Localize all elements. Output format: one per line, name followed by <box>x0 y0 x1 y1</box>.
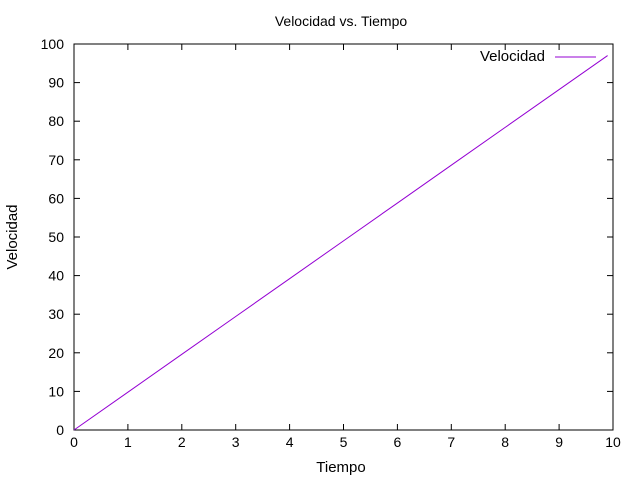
x-tick-label: 1 <box>124 434 132 450</box>
y-axis: 0 10 20 30 40 50 60 70 80 90 100 <box>41 36 613 438</box>
series-layer <box>73 55 608 431</box>
x-tick-label: 6 <box>394 434 402 450</box>
x-tick-label: 9 <box>555 434 563 450</box>
plot-frame <box>73 43 614 431</box>
y-tick-label: 80 <box>48 113 64 129</box>
x-tick-label: 2 <box>178 434 186 450</box>
x-axis: 0 1 2 3 4 5 6 7 8 9 10 <box>70 44 621 450</box>
x-tick-label: 7 <box>447 434 455 450</box>
y-tick-label: 50 <box>48 229 64 245</box>
y-tick-label: 90 <box>48 75 64 91</box>
y-tick-label: 0 <box>56 422 64 438</box>
y-axis-title: Velocidad <box>4 204 21 269</box>
legend-label-velocidad: Velocidad <box>480 48 545 65</box>
y-tick-label: 30 <box>48 306 64 322</box>
chart-title: Velocidad vs. Tiempo <box>275 13 408 29</box>
x-tick-label: 10 <box>605 434 621 450</box>
y-tick-label: 20 <box>48 345 64 361</box>
x-tick-label: 3 <box>232 434 240 450</box>
legend: Velocidad <box>480 48 596 65</box>
y-tick-label: 10 <box>48 383 64 399</box>
x-axis-title: Tiempo <box>316 459 365 476</box>
y-tick-label: 100 <box>41 36 65 52</box>
x-tick-label: 5 <box>340 434 348 450</box>
y-tick-label: 40 <box>48 268 64 284</box>
x-tick-label: 8 <box>501 434 509 450</box>
x-tick-label: 4 <box>286 434 294 450</box>
x-tick-label: 0 <box>70 434 78 450</box>
y-tick-label: 60 <box>48 190 64 206</box>
y-tick-label: 70 <box>48 152 64 168</box>
series-line-velocidad <box>73 55 608 431</box>
